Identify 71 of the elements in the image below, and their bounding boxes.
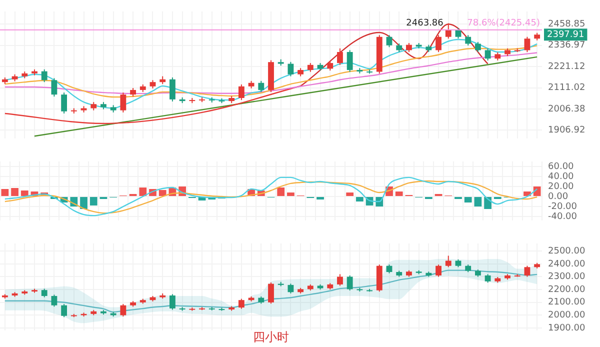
candlestick (61, 92, 68, 114)
bar (356, 197, 364, 202)
x-axis-title: 四小时 (253, 330, 289, 344)
candlestick (120, 92, 126, 113)
candlestick (346, 50, 353, 72)
y-tick-label: 2500.00 (548, 246, 586, 256)
bar (346, 192, 354, 196)
y-tick-label: -40.00 (548, 212, 578, 222)
candlestick (524, 265, 530, 278)
y-tick-label: 2221.12 (548, 62, 586, 72)
candlestick (288, 283, 294, 294)
candlestick (327, 60, 334, 72)
bar (20, 190, 28, 196)
candlestick (474, 41, 481, 52)
line-series (4, 270, 538, 313)
y-tick-label: 60.00 (548, 162, 574, 172)
y-tick-label: -20.00 (548, 202, 578, 212)
candlestick (436, 264, 442, 278)
y-tick-label: 2458.85 (548, 19, 586, 30)
bar (80, 197, 88, 210)
y-tick-label: 2400.00 (548, 259, 586, 270)
y-tick-label: 20.00 (548, 182, 574, 192)
bar (316, 197, 324, 200)
y-tick-label: 1906.92 (548, 126, 586, 136)
bar (395, 192, 403, 196)
y-tick-label: 2200.00 (548, 284, 586, 295)
candlestick (436, 34, 442, 52)
candlestick (120, 304, 126, 317)
bar (533, 186, 541, 196)
y-tick-label: 2336.97 (548, 40, 586, 51)
candlestick (268, 282, 274, 304)
candlestick (288, 61, 294, 77)
candlestick (445, 255, 452, 268)
bar (277, 187, 285, 196)
bar (287, 192, 294, 196)
y-tick-label: 2100.00 (548, 298, 586, 308)
y-tick-label: 40.00 (548, 172, 574, 182)
candlestick (238, 298, 244, 310)
candlestick (238, 84, 244, 101)
bar (484, 197, 492, 210)
candlestick (386, 34, 392, 48)
bar (139, 187, 147, 196)
candlestick (61, 304, 68, 318)
candlestick (41, 68, 48, 83)
candlestick (258, 80, 264, 92)
candlestick (337, 48, 343, 66)
y-tick-label: 2000.00 (548, 310, 586, 321)
y-tick-label: 2300.00 (548, 272, 586, 282)
bar (464, 197, 472, 203)
annotation: 2463.86 (406, 18, 444, 29)
y-tick-label: 2111.02 (548, 83, 586, 94)
bar (90, 197, 98, 206)
y-tick-label: 1900.00 (548, 323, 586, 334)
candlestick (465, 34, 472, 46)
ref-line-label: 78.6%(2425.45) (467, 18, 540, 29)
candlestick (484, 48, 491, 61)
candlestick (170, 294, 176, 310)
candlestick (51, 78, 58, 98)
candlestick (346, 274, 353, 291)
y-tick-label: 0.00 (548, 192, 568, 202)
bar (1, 188, 9, 196)
bar (11, 188, 18, 196)
text: 2397.91 (547, 30, 584, 40)
candlestick (51, 294, 58, 308)
bar (474, 197, 482, 207)
candlestick (170, 76, 176, 102)
candlestick (524, 36, 530, 52)
bar (158, 190, 166, 196)
candlestick (445, 22, 452, 40)
y-tick-label: 2006.38 (548, 104, 586, 114)
candlestick (337, 274, 343, 286)
